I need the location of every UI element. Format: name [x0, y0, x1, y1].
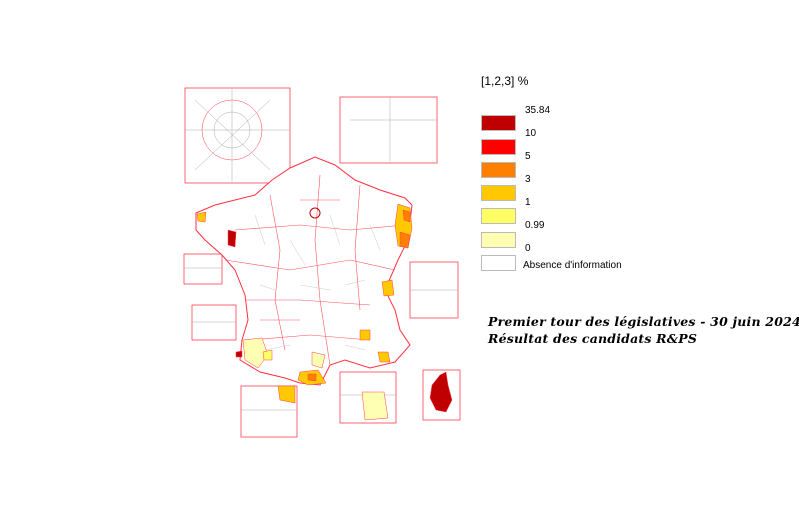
- region-pyrenees-red: [307, 373, 317, 382]
- legend-label: 3: [525, 174, 531, 185]
- legend-label: 1: [525, 197, 531, 208]
- france-mainland: [195, 156, 413, 386]
- legend-swatch-5: [481, 208, 516, 224]
- region-basque: [235, 350, 243, 358]
- legend-swatch-4: [481, 185, 516, 201]
- region-gard: [359, 329, 371, 341]
- inset-paris-region: [184, 87, 291, 184]
- legend-swatch-1: [481, 115, 516, 131]
- region-corsica: [429, 371, 453, 413]
- inset-bordeaux: [191, 304, 237, 341]
- region-provence: [377, 351, 391, 363]
- legend-swatch-2: [481, 139, 516, 155]
- region-occitanie: [311, 351, 326, 369]
- legend-title: [1,2,3] %: [481, 74, 529, 88]
- inset-lyon: [339, 96, 438, 164]
- legend-swatch-no-data: [481, 255, 516, 271]
- map-subtitle: Résultat des candidats R&PS: [488, 331, 698, 346]
- region-alsace-north: [402, 209, 411, 223]
- region-south-center: [262, 349, 273, 361]
- region-brittany-high: [227, 229, 237, 248]
- legend-no-data-label: Absence d'information: [523, 260, 622, 271]
- region-alsace-red: [399, 231, 411, 249]
- legend-label: 0: [525, 243, 531, 254]
- paris-area: [309, 207, 321, 219]
- region-aquitaine: [242, 337, 269, 369]
- map-title: Premier tour des législatives - 30 juin …: [488, 314, 799, 329]
- legend-label: 35.84: [525, 105, 551, 116]
- region-toulouse-inset: [277, 385, 296, 404]
- legend-swatch-3: [481, 162, 516, 178]
- legend-swatch-6: [481, 232, 516, 248]
- inset-nantes: [183, 253, 223, 285]
- region-marseille-inset: [361, 391, 389, 421]
- legend-label: 10: [525, 128, 537, 139]
- region-brittany-west: [196, 211, 207, 223]
- legend-label: 0.99: [525, 220, 545, 231]
- legend-label: 5: [525, 151, 531, 162]
- region-jura: [381, 279, 395, 297]
